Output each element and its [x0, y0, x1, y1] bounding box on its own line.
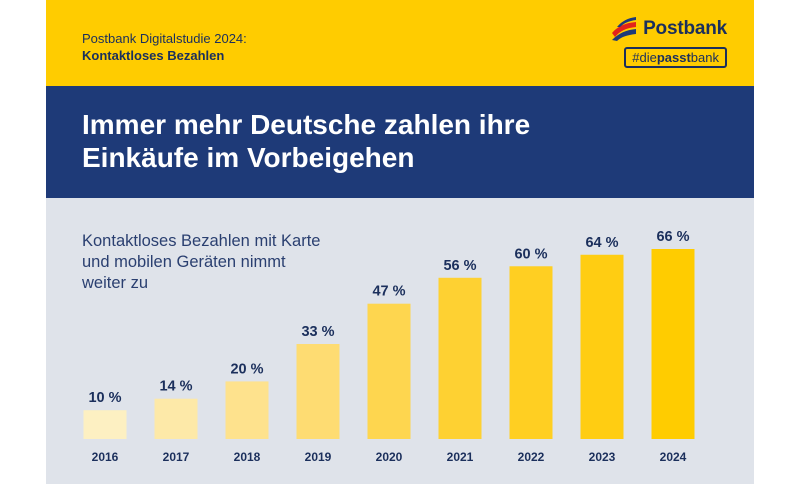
bar-2022	[509, 266, 553, 439]
page-title: Immer mehr Deutsche zahlen ihre Einkäufe…	[82, 108, 530, 174]
bar-2020	[367, 303, 411, 439]
year-label-2017: 2017	[163, 450, 190, 464]
value-label-2023: 64 %	[585, 235, 618, 251]
bar-2023	[580, 254, 624, 439]
bar-2021	[438, 277, 482, 439]
title-line-2: Einkäufe im Vorbeigehen	[82, 142, 415, 173]
bar-2017	[154, 398, 198, 439]
subtitle-line-3: weiter zu	[82, 274, 149, 292]
hashtag-prefix: #die	[632, 50, 657, 65]
infographic-card: Postbank Digitalstudie 2024: Kontaktlose…	[46, 0, 754, 484]
value-label-2018: 20 %	[230, 361, 263, 377]
subtitle-line-2: und mobilen Geräten nimmt	[82, 253, 286, 271]
year-label-2021: 2021	[447, 450, 474, 464]
year-label-2023: 2023	[589, 450, 616, 464]
bar-2019	[296, 344, 340, 439]
postbank-logo: Postbank #diepasstbank	[577, 17, 727, 69]
title-line-1: Immer mehr Deutsche zahlen ihre	[82, 109, 531, 140]
bar-2016	[83, 410, 127, 439]
study-topic: Kontaktloses Bezahlen	[82, 48, 225, 63]
value-label-2022: 60 %	[514, 246, 547, 262]
bar-chart: 10 % 2016 14 % 2017 20 % 2018 33 % 2019 47 % 2020…	[83, 229, 695, 464]
brand-name: Postbank	[643, 18, 727, 39]
hashtag-badge: #diepasstbank	[624, 47, 727, 68]
headline-banner: Immer mehr Deutsche zahlen ihre Einkäufe…	[46, 86, 754, 198]
study-title: Postbank Digitalstudie 2024:	[82, 31, 247, 46]
year-label-2022: 2022	[518, 450, 545, 464]
value-label-2024: 66 %	[656, 229, 689, 245]
subtitle-line-1: Kontaktloses Bezahlen mit Karte	[82, 232, 321, 250]
year-label-2019: 2019	[305, 450, 332, 464]
postbank-flag-icon	[612, 17, 637, 41]
value-label-2020: 47 %	[372, 284, 405, 300]
year-label-2018: 2018	[234, 450, 261, 464]
value-label-2021: 56 %	[443, 258, 476, 274]
logo-row: Postbank	[611, 17, 727, 41]
value-label-2016: 10 %	[88, 390, 121, 406]
hashtag-bold: passt	[656, 50, 691, 65]
value-label-2017: 14 %	[159, 379, 192, 395]
header-bar: Postbank Digitalstudie 2024: Kontaktlose…	[46, 0, 754, 86]
year-label-2016: 2016	[92, 450, 119, 464]
bar-2018	[225, 381, 269, 439]
year-label-2024: 2024	[660, 450, 687, 464]
value-label-2019: 33 %	[301, 324, 334, 340]
study-label: Postbank Digitalstudie 2024: Kontaktlose…	[82, 30, 247, 64]
hashtag-suffix: bank	[690, 50, 719, 65]
bar-2024	[651, 249, 695, 439]
chart-subtitle: Kontaktloses Bezahlen mit Karte und mobi…	[82, 231, 320, 294]
year-label-2020: 2020	[376, 450, 403, 464]
